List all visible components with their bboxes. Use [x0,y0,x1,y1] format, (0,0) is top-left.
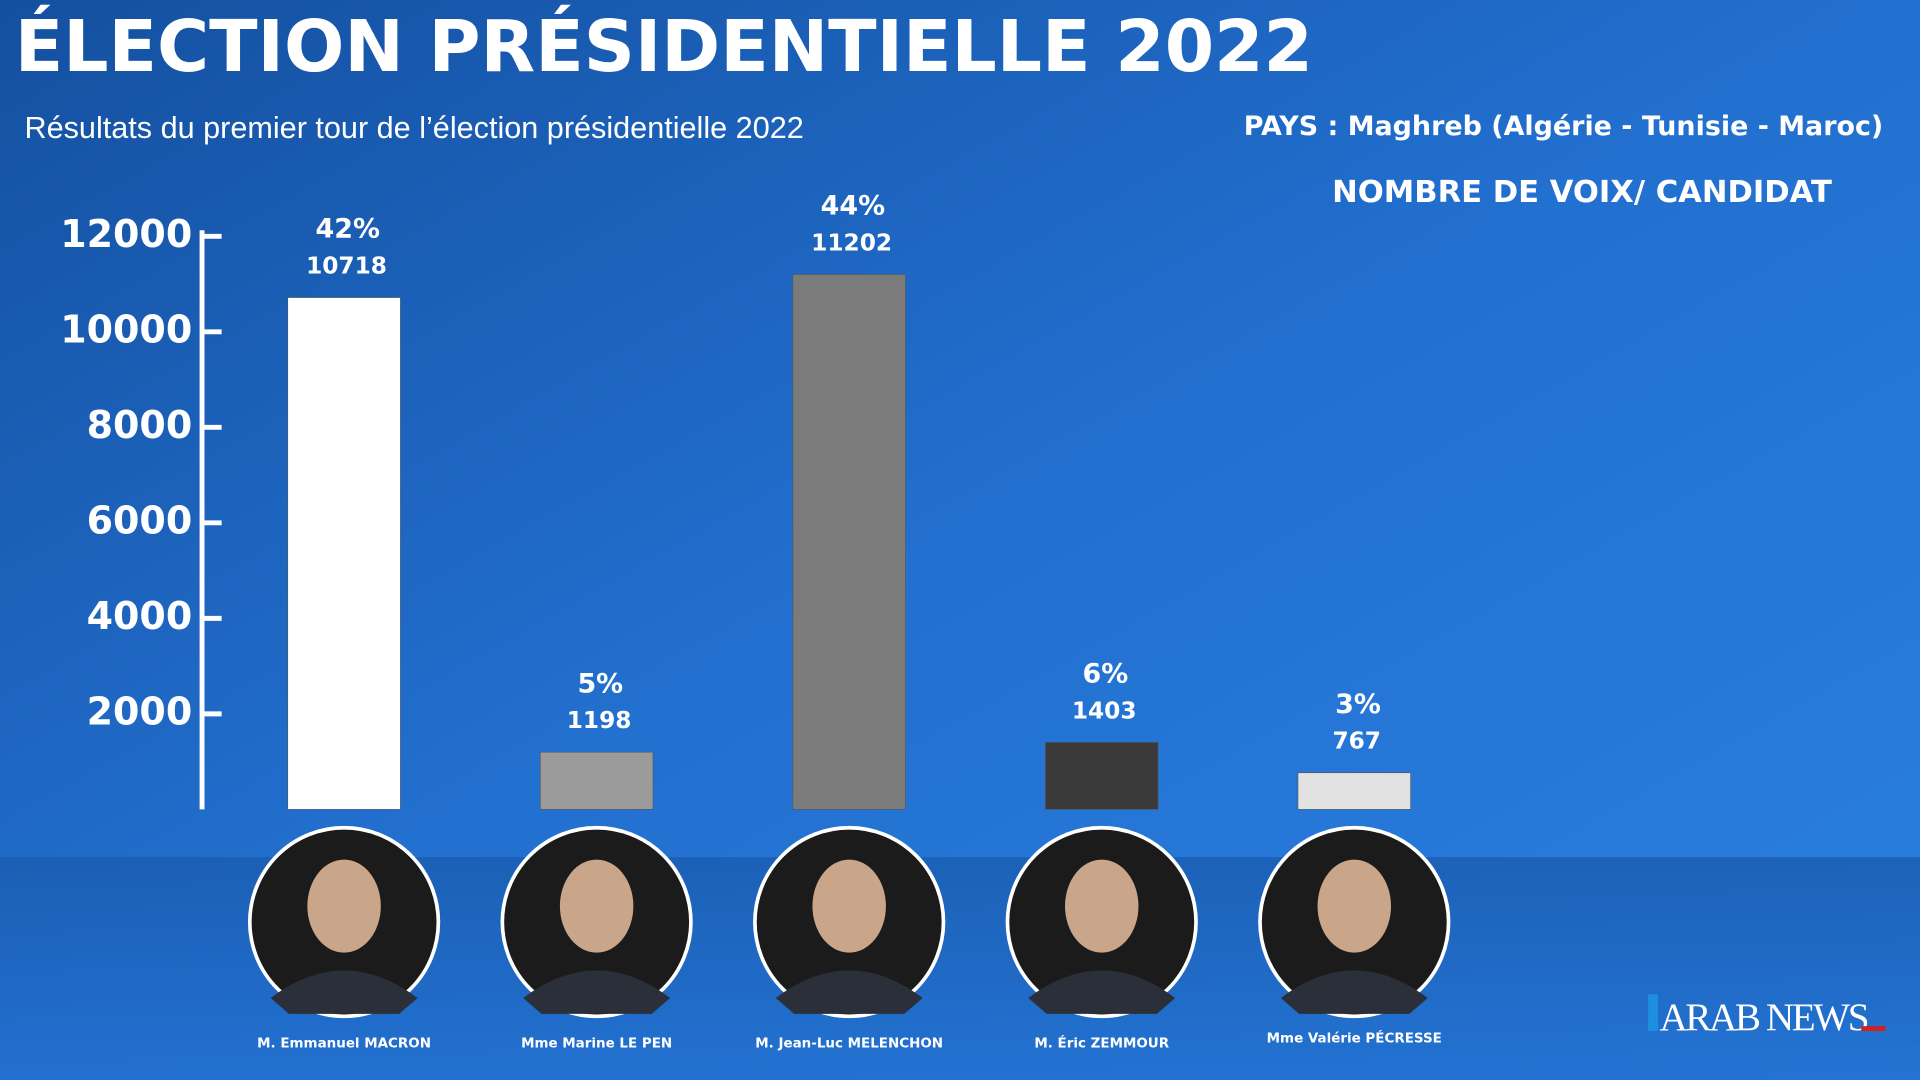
candidate-photo [247,825,441,1019]
bar [1045,742,1159,810]
country: PAYS : Maghreb (Algérie - Tunisie - Maro… [1244,111,1883,142]
candidate-name: M. Éric ZEMMOUR [1034,1033,1169,1051]
candidate-name: Mme Valérie PÉCRESSE [1267,1028,1442,1046]
y-tick-label: 4000 [87,594,193,638]
chart-title: ÉLECTION PRÉSIDENTIELLE 2022 [15,5,1313,88]
bar [792,274,906,810]
candidate-name: Mme Marine LE PEN [521,1036,672,1051]
y-tick-label: 10000 [60,307,192,351]
bar [1297,772,1411,810]
share-label: 42% [316,214,380,245]
photo-head [307,859,381,953]
value-label: 10718 [306,252,387,279]
photo-head [1065,859,1139,953]
candidate-name: M. Jean-Luc MELENCHON [755,1036,943,1051]
value-label: 1198 [567,707,632,734]
share-label: 44% [821,191,885,222]
value-label: 1403 [1072,697,1137,724]
photo-head [812,859,886,953]
photo-head [1317,859,1392,953]
y-tick-label: 8000 [87,403,193,447]
subtitle: Résultats du premier tour de l’élection … [24,111,803,145]
candidate-photo [1258,825,1451,1019]
photo-shoulders [1280,970,1428,1014]
chart-caption: NOMBRE DE VOIX/ CANDIDAT [1332,175,1832,210]
photo-shoulders [775,970,923,1014]
bar [540,751,654,810]
logo-text: ARAB NEWS [1659,996,1867,1039]
photo-shoulders [270,970,418,1014]
y-tick-label: 6000 [87,498,193,542]
share-label: 5% [577,668,623,699]
photo-head [559,859,634,953]
candidate-photo [500,825,693,1019]
candidate-photo [753,825,946,1019]
share-label: 3% [1335,689,1381,720]
logo-mark [1648,994,1658,1032]
candidate-photo [1005,825,1198,1019]
y-tick-label: 2000 [87,689,193,733]
share-label: 6% [1083,659,1129,690]
logo-accent [1861,1026,1886,1032]
value-label: 767 [1332,728,1381,755]
photo-shoulders [1028,970,1176,1014]
photo-shoulders [523,970,671,1014]
value-label: 11202 [811,229,892,256]
bar [287,297,401,810]
y-tick-label: 12000 [60,212,192,256]
candidate-name: M. Emmanuel MACRON [257,1036,431,1051]
logo: ARAB NEWS [1648,994,1886,1039]
